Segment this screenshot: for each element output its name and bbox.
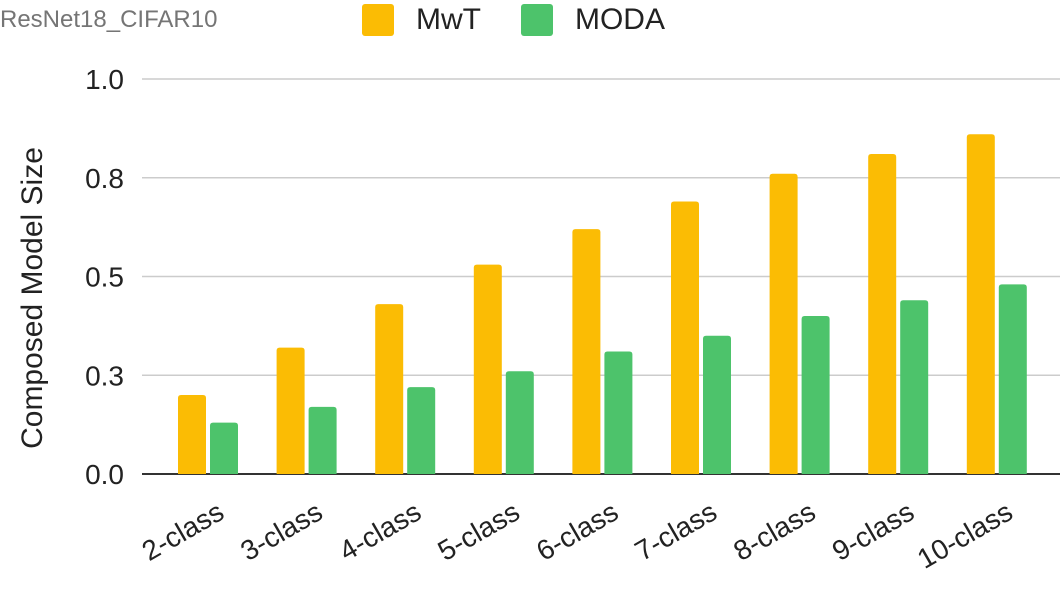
x-tick-label: 9-class xyxy=(827,496,919,567)
bar-mwt-3-class xyxy=(276,347,305,474)
y-tick-label: 0.0 xyxy=(85,459,124,490)
bar-moda-10-class xyxy=(998,284,1027,474)
y-axis-ticks: 0.0 0.3 0.5 0.8 1.0 xyxy=(85,64,124,490)
x-axis-ticks: 2-class 3-class 4-class 5-class 6-class 7-cla… xyxy=(137,496,1018,575)
bar-moda-5-class xyxy=(505,371,534,474)
bar-moda-6-class xyxy=(604,351,633,474)
bar-moda-9-class xyxy=(900,300,929,474)
legend-swatch-moda xyxy=(520,4,553,36)
x-tick-label: 4-class xyxy=(334,496,426,567)
bar-moda-4-class xyxy=(407,387,436,474)
x-tick-label: 8-class xyxy=(728,496,820,567)
legend-label-mwt: MwT xyxy=(416,3,481,36)
y-tick-label: 0.5 xyxy=(85,262,124,293)
bars xyxy=(178,134,1027,475)
legend-item-moda: MODA xyxy=(520,3,665,37)
y-tick-label: 0.3 xyxy=(85,360,124,391)
bar-mwt-2-class xyxy=(178,395,206,474)
bar-moda-7-class xyxy=(703,335,731,474)
bar-mwt-4-class xyxy=(375,304,404,474)
bar-mwt-9-class xyxy=(868,154,897,475)
x-tick-label: 10-class xyxy=(912,496,1018,575)
y-tick-label: 1.0 xyxy=(85,64,124,95)
legend: MwT MODA xyxy=(362,0,705,40)
y-tick-label: 0.8 xyxy=(85,163,124,194)
x-tick-label: 3-class xyxy=(235,496,327,567)
bar-moda-8-class xyxy=(801,316,830,474)
chart-subtitle: ResNet18_CIFAR10 xyxy=(0,6,218,33)
legend-item-mwt: MwT xyxy=(362,3,481,37)
x-tick-label: 7-class xyxy=(630,496,722,567)
x-tick-label: 6-class xyxy=(531,496,623,567)
bar-mwt-10-class xyxy=(966,134,995,475)
bar-moda-3-class xyxy=(308,406,337,474)
bar-mwt-7-class xyxy=(671,201,699,474)
x-tick-label: 2-class xyxy=(137,496,229,567)
y-axis-title: Composed Model Size xyxy=(16,147,49,449)
bar-mwt-5-class xyxy=(473,264,502,474)
bar-mwt-8-class xyxy=(769,173,798,475)
x-tick-label: 5-class xyxy=(432,496,524,567)
bar-mwt-6-class xyxy=(572,229,601,474)
bar-moda-2-class xyxy=(210,422,238,474)
legend-swatch-mwt xyxy=(362,4,394,36)
legend-label-moda: MODA xyxy=(574,3,665,36)
